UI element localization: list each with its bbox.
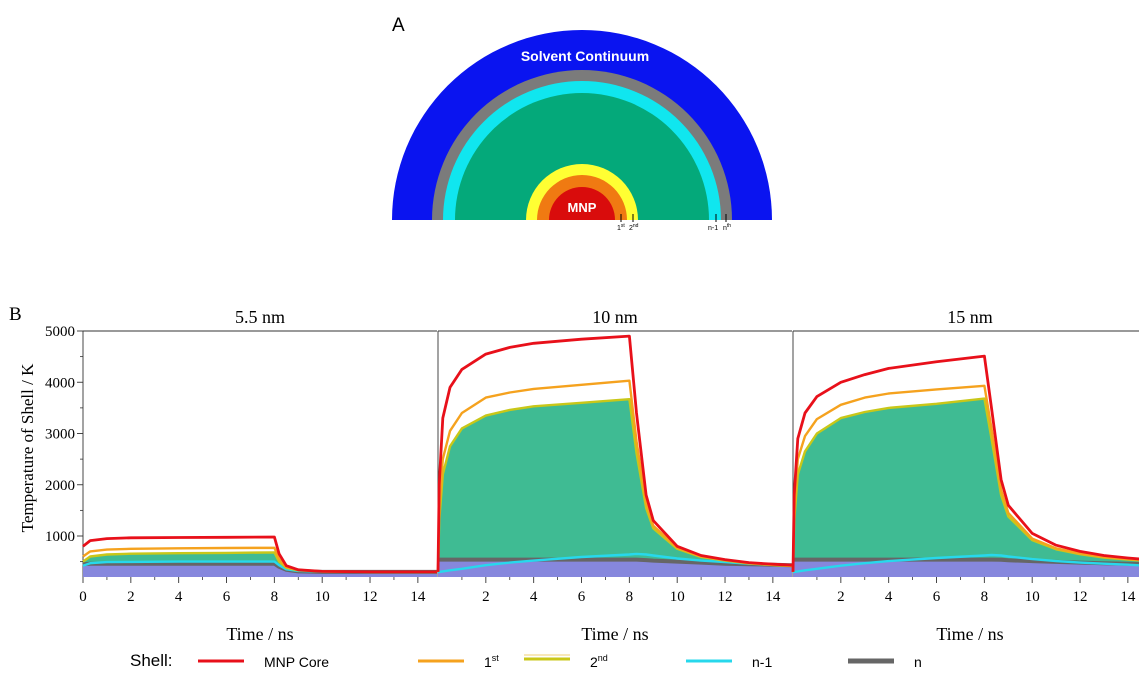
chart-3: 2 4 6 8 10 12 14 15 nm Time / ns	[791, 307, 1139, 644]
legend-label: 1st	[484, 653, 499, 670]
panel-a: A Solvent Continuum MNP 1st 2nd n-1 nth	[392, 15, 772, 232]
chart-2: 2 4 6 8 10 12 14 10 nm Time / ns	[436, 307, 793, 644]
shell-nth-label: nth	[723, 223, 731, 232]
charts: 0 2 4 6 8 10 12 14 5.5 nm Time / ns 1000 2000 3000 40…	[45, 307, 1139, 644]
x-tick-label: 4	[885, 589, 893, 605]
series-line-n-1	[793, 553, 1139, 574]
core-label: MNP	[568, 200, 597, 215]
x-tick-label: 8	[271, 589, 279, 605]
legend-label: MNP Core	[264, 654, 329, 670]
chart-1: 0 2 4 6 8 10 12 14 5.5 nm Time / ns 1000 2000 3000 40…	[45, 307, 437, 644]
shell-2nd-label: 2nd	[629, 223, 639, 232]
x-axis-label: Time / ns	[581, 624, 648, 644]
x-tick-label: 10	[670, 589, 685, 605]
x-tick-label: 12	[1073, 589, 1088, 605]
y-axis-label: Temperature of Shell / K	[18, 363, 37, 532]
lower-shells-band	[793, 559, 1139, 577]
y-tick-label: 3000	[45, 427, 75, 443]
legend-label: 2nd	[590, 653, 608, 670]
legend-title: Shell:	[130, 651, 173, 670]
x-tick-label: 12	[718, 589, 733, 605]
series-fill-3	[793, 398, 1139, 577]
chart-title: 10 nm	[592, 307, 638, 327]
series-line-mnp-core	[436, 334, 793, 572]
x-tick-label: 8	[626, 589, 634, 605]
x-tick-label: 14	[1120, 589, 1136, 605]
series-line-mnp-core	[791, 354, 1139, 572]
x-tick-label: 6	[223, 589, 231, 605]
y-tick-label: 5000	[45, 324, 75, 340]
mnp-core	[549, 187, 615, 220]
x-tick-label: 10	[1025, 589, 1040, 605]
x-tick-label: 4	[530, 589, 538, 605]
middle-shells	[455, 93, 709, 220]
y-tick-label: 2000	[45, 478, 75, 494]
panel-b-label: B	[9, 304, 22, 325]
series-line-n-1	[438, 552, 793, 574]
x-tick-label: 6	[578, 589, 586, 605]
x-tick-label: 10	[315, 589, 330, 605]
series-fill-3	[438, 399, 792, 577]
solvent-label: Solvent Continuum	[521, 48, 649, 64]
series-line-1st	[791, 384, 1139, 572]
legend-label: n-1	[752, 654, 772, 670]
legend-label-sup: st	[492, 653, 500, 663]
shell-ticks	[620, 214, 727, 222]
shell-diagram: Solvent Continuum MNP 1st 2nd n-1 nth	[392, 30, 772, 232]
x-tick-label: 2	[837, 589, 845, 605]
chart-title: 15 nm	[947, 307, 993, 327]
shell-1st-label: 1st	[617, 223, 625, 232]
x-tick-label: 14	[410, 589, 426, 605]
legend-label-sup: nd	[598, 653, 608, 663]
x-tick-label: 8	[981, 589, 989, 605]
x-tick-label: 12	[363, 589, 378, 605]
x-tick-label: 4	[175, 589, 183, 605]
x-tick-label: 0	[79, 589, 87, 605]
legend: Shell: MNP Core 1st 2nd n-1 n	[130, 651, 922, 670]
legend-label: n	[914, 654, 922, 670]
y-tick-label: 1000	[45, 529, 75, 545]
x-axis-label: Time / ns	[226, 624, 293, 644]
x-tick-label: 2	[127, 589, 135, 605]
x-tick-label: 2	[482, 589, 490, 605]
x-tick-label: 14	[765, 589, 781, 605]
x-axis-label: Time / ns	[936, 624, 1003, 644]
shell-n-1-label: n-1	[708, 225, 718, 232]
panel-b: B Temperature of Shell / K 0 2 4 6 8 10 12 14 5.…	[9, 304, 1139, 644]
series-line-mnp-core	[82, 535, 437, 574]
series-line-n	[437, 557, 793, 568]
y-tick-label: 4000	[45, 375, 75, 391]
panel-a-label: A	[392, 15, 405, 36]
chart-title: 5.5 nm	[235, 307, 285, 327]
x-tick-label: 6	[933, 589, 941, 605]
